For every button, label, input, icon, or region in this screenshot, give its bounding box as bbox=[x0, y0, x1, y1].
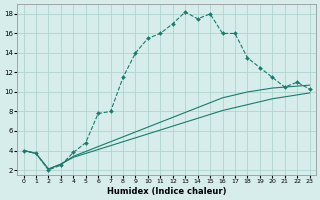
X-axis label: Humidex (Indice chaleur): Humidex (Indice chaleur) bbox=[107, 187, 226, 196]
